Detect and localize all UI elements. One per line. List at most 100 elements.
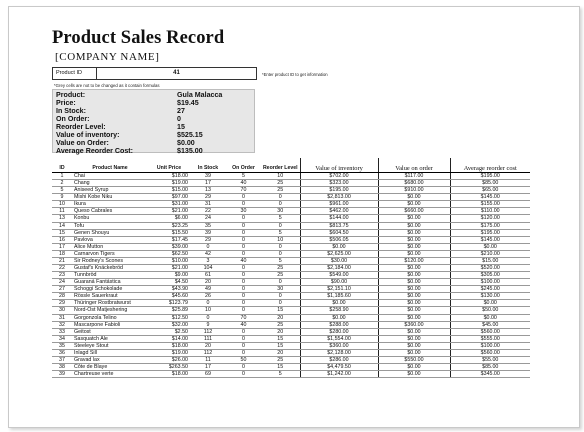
column-header: In Stock xyxy=(190,158,226,173)
table-cell: $43.90 xyxy=(148,285,190,294)
table-cell: $680.00 xyxy=(377,179,450,188)
table-cell: 0 xyxy=(261,222,300,230)
table-cell: Thüringer Rostbratwurst xyxy=(72,299,148,308)
table-cell: $0.00 xyxy=(377,200,450,209)
table-cell: 22 xyxy=(190,207,226,216)
table-cell: 0 xyxy=(261,250,300,258)
table-cell: $39.00 xyxy=(148,243,190,251)
table-cell: 111 xyxy=(190,335,226,343)
info-value: $19.45 xyxy=(177,99,199,107)
table-cell: $0.00 xyxy=(377,328,450,336)
table-cell: 37 xyxy=(52,356,72,365)
info-label: Average Reorder Cost: xyxy=(56,147,134,155)
table-cell: 0 xyxy=(261,193,300,202)
table-row: 24 Guaraná Fantástica $4.50 20 0 0 $90.00 $0.00… xyxy=(52,278,530,287)
table-cell: $0.00 xyxy=(377,370,450,379)
table-cell: Chang xyxy=(72,179,148,188)
table-cell: $520.00 xyxy=(449,264,530,273)
table-cell: 20 xyxy=(261,349,300,358)
table-cell: 32 xyxy=(52,321,72,329)
table-cell: 0 xyxy=(226,229,261,237)
table-cell: $0.00 xyxy=(377,314,450,322)
table-cell: 0 xyxy=(226,363,261,372)
info-label: Value on Order: xyxy=(56,139,109,147)
table-cell: $1,185.60 xyxy=(299,292,378,301)
table-cell: $0.00 xyxy=(377,292,450,301)
table-cell: 1 xyxy=(52,172,72,181)
product-info-panel: Product: Gula Malacca Price: $19.45 In S… xyxy=(52,89,255,155)
table-cell: $0.00 xyxy=(377,193,450,202)
table-cell: $0.00 xyxy=(377,236,450,244)
table-cell: $360.00 xyxy=(377,321,450,329)
table-cell: $0.00 xyxy=(377,271,450,280)
table-cell: 25 xyxy=(261,264,300,273)
table-cell: 29 xyxy=(190,193,226,202)
info-value: Gula Malacca xyxy=(177,91,223,99)
table-cell: 5 xyxy=(261,214,300,223)
column-header: Unit Price xyxy=(148,158,190,173)
table-cell: 40 xyxy=(226,179,261,188)
info-value: 27 xyxy=(177,107,185,115)
table-cell: 23 xyxy=(52,271,72,280)
table-cell: $0.00 xyxy=(299,299,378,308)
table-cell: 50 xyxy=(226,356,261,365)
table-cell: Aniseed Syrup xyxy=(72,186,148,195)
table-cell: Queso Cabrales xyxy=(72,207,148,216)
table-cell: 0 xyxy=(226,200,261,209)
table-cell: 49 xyxy=(190,285,226,294)
table-cell: 24 xyxy=(52,278,72,287)
table-cell: $360.00 xyxy=(299,342,378,350)
table-cell: 17 xyxy=(190,179,226,188)
product-id-label: Product ID xyxy=(53,68,97,79)
table-cell: $97.00 xyxy=(148,193,190,202)
table-cell: $0.00 xyxy=(299,243,378,251)
table-row: 37 Gravad lax $26.00 11 50 25 $286.00 $550.00 $5… xyxy=(52,356,530,365)
formula-note: *Grey cells are not to be changed as it … xyxy=(54,83,160,88)
info-value: 15 xyxy=(177,123,185,131)
table-cell: $210.00 xyxy=(449,250,530,258)
table-cell: $21.00 xyxy=(148,207,190,216)
table-cell: Chai xyxy=(72,172,148,181)
table-cell: 15 xyxy=(261,306,300,315)
table-cell: $660.00 xyxy=(377,207,450,216)
table-cell: 0 xyxy=(261,292,300,301)
table-cell: 5 xyxy=(261,229,300,237)
table-cell: 0 xyxy=(226,236,261,244)
table-cell: 20 xyxy=(261,328,300,336)
table-cell: $2,625.00 xyxy=(299,250,378,258)
table-cell: 29 xyxy=(190,236,226,244)
table-cell: $23.25 xyxy=(148,222,190,230)
table-cell: Ikura xyxy=(72,200,148,209)
table-row: 31 Gorgonzola Telino $12.50 0 70 20 $0.00 $0.00… xyxy=(52,314,530,322)
table-cell: 10 xyxy=(52,200,72,209)
table-cell: $90.00 xyxy=(299,278,378,287)
table-cell: Gustaf's Knäckebröd xyxy=(72,264,148,273)
info-value: 0 xyxy=(177,115,181,123)
table-cell: 0 xyxy=(226,370,261,379)
table-cell: 0 xyxy=(226,264,261,273)
table-cell: 3 xyxy=(190,257,226,266)
table-cell: $19.00 xyxy=(148,179,190,188)
table-row: 9 Mishi Kobe Niku $97.00 29 0 0 $2,813.00 $0.00… xyxy=(52,193,530,202)
table-cell: 0 xyxy=(226,278,261,287)
table-cell: 20 xyxy=(190,278,226,287)
table-cell: $65.00 xyxy=(449,186,530,195)
table-cell: $145.00 xyxy=(449,193,530,202)
table-cell: 30 xyxy=(226,207,261,216)
table-cell: 0 xyxy=(190,243,226,251)
table-cell: $462.00 xyxy=(299,207,378,216)
table-cell: Sasquatch Ale xyxy=(72,335,148,343)
table-cell: $0.00 xyxy=(377,342,450,350)
table-cell: 35 xyxy=(190,222,226,230)
table-cell: 70 xyxy=(226,314,261,322)
table-cell: $550.00 xyxy=(377,356,450,365)
table-cell: Pavlova xyxy=(72,236,148,244)
sales-table: ID Product Name Unit Price In Stock On O… xyxy=(52,158,530,379)
table-cell: 15 xyxy=(52,229,72,237)
table-cell: 5 xyxy=(226,172,261,181)
table-cell: $45.60 xyxy=(148,292,190,301)
product-id-input[interactable]: 41 xyxy=(173,70,180,76)
table-cell: 36 xyxy=(52,349,72,358)
table-cell: $120.00 xyxy=(449,214,530,223)
table-cell: 13 xyxy=(52,214,72,223)
